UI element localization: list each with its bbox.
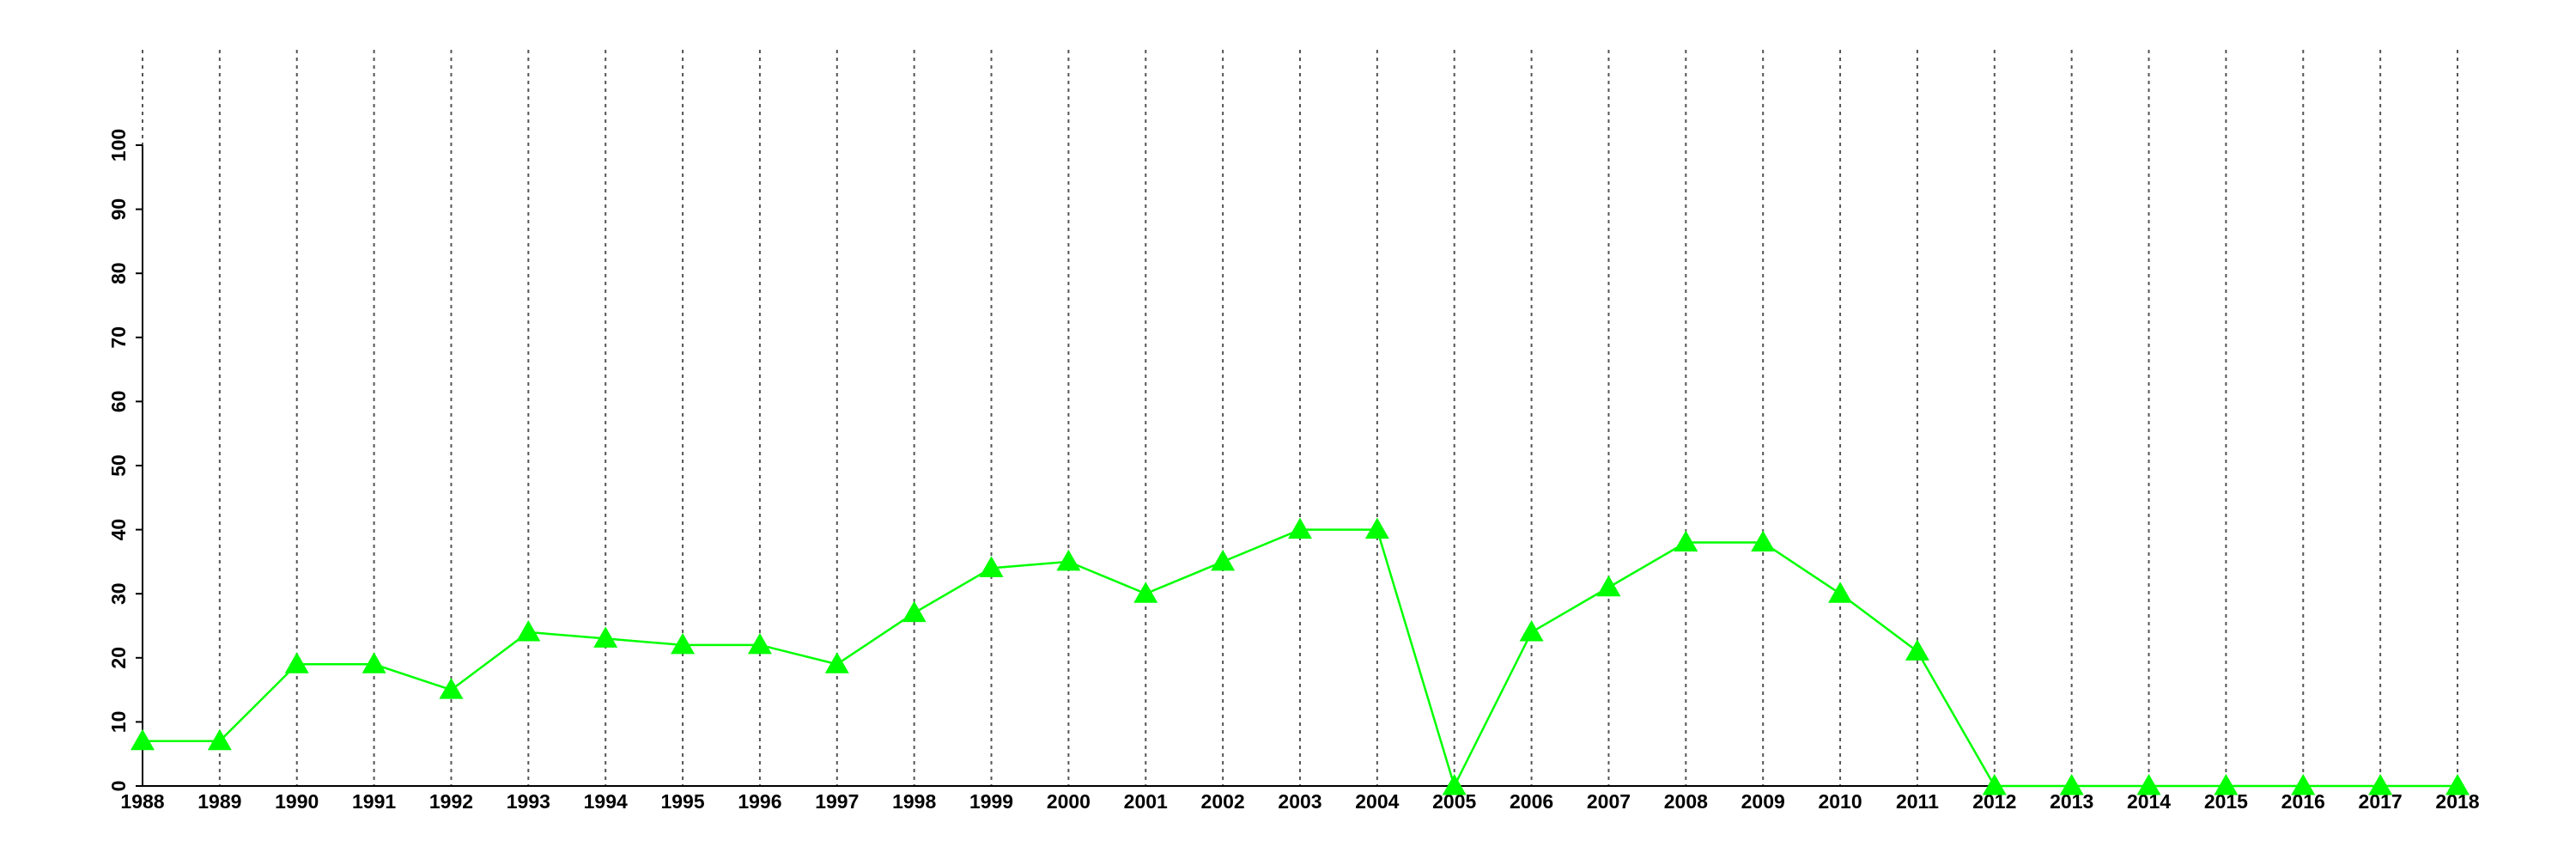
marker (2445, 774, 2470, 795)
marker (131, 728, 155, 751)
x-tick-label: 2011 (1896, 790, 1939, 813)
marker (1056, 549, 1081, 571)
marker (516, 619, 541, 642)
x-tick-label: 2009 (1741, 790, 1785, 813)
y-tick-label: 60 (107, 391, 130, 413)
marker (671, 632, 696, 655)
marker (1751, 530, 1776, 552)
marker (1288, 517, 1312, 539)
marker (1442, 774, 1467, 795)
marker (439, 678, 464, 699)
marker (1982, 774, 2007, 795)
x-tick-label: 1991 (352, 790, 396, 813)
marker (207, 728, 232, 751)
x-tick-label: 1992 (429, 790, 473, 813)
y-tick-label: 40 (107, 519, 130, 541)
marker (1211, 549, 1236, 571)
marker (1364, 517, 1389, 539)
marker (1519, 619, 1544, 642)
marker (824, 652, 849, 673)
marker (1133, 582, 1158, 603)
x-tick-label: 1990 (275, 790, 319, 813)
x-tick-label: 2010 (1818, 790, 1862, 813)
marker (1596, 575, 1621, 597)
marker (2291, 774, 2316, 795)
x-tick-label: 2004 (1355, 790, 1399, 813)
y-tick-label: 50 (107, 454, 130, 477)
x-tick-label: 2001 (1124, 790, 1168, 813)
x-tick-label: 1995 (660, 790, 704, 813)
marker (1828, 582, 1853, 603)
x-tick-label: 2000 (1047, 790, 1091, 813)
x-tick-label: 1993 (507, 790, 550, 813)
x-tick-label: 1998 (892, 790, 936, 813)
marker (979, 556, 1004, 577)
x-tick-label: 2002 (1201, 790, 1245, 813)
x-tick-label: 1997 (815, 790, 859, 813)
marker (593, 626, 618, 648)
marker (284, 652, 309, 673)
x-tick-label: 1994 (584, 790, 628, 813)
marker (2136, 774, 2161, 795)
x-tick-label: 2008 (1664, 790, 1708, 813)
x-tick-label: 1988 (120, 790, 164, 813)
marker (1674, 530, 1698, 552)
x-tick-label: 2007 (1587, 790, 1631, 813)
marker (2059, 774, 2084, 795)
x-tick-label: 1989 (197, 790, 241, 813)
y-tick-label: 70 (107, 326, 130, 349)
x-tick-label: 1999 (969, 790, 1013, 813)
marker (747, 632, 772, 655)
x-tick-label: 2006 (1510, 790, 1553, 813)
x-tick-label: 1996 (738, 790, 781, 813)
marker (902, 600, 927, 623)
y-tick-label: 20 (107, 647, 130, 669)
y-tick-label: 80 (107, 262, 130, 284)
y-tick-label: 10 (107, 711, 130, 734)
y-tick-label: 100 (107, 129, 130, 161)
marker (1905, 639, 1929, 661)
marker (2368, 774, 2393, 795)
marker (361, 652, 386, 673)
y-tick-label: 90 (107, 198, 130, 221)
y-tick-label: 30 (107, 582, 130, 605)
marker (2214, 774, 2239, 795)
x-tick-label: 2003 (1278, 790, 1321, 813)
y-tick-label: 0 (107, 781, 130, 792)
